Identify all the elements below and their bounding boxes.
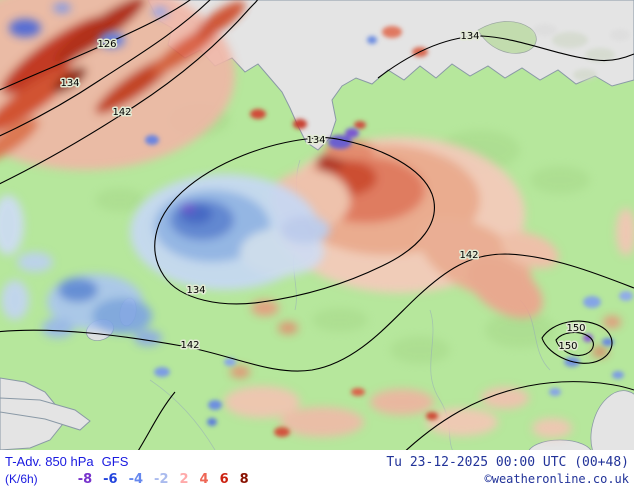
scale-value: -8 [77, 472, 93, 487]
legend-row-bottom: (K/6h) -8 -6 -4 -2 2 4 6 8 ©weatheronline.co.uk [5, 472, 629, 490]
model-name: GFS [101, 454, 129, 469]
scale-value: 4 [199, 472, 209, 487]
copyright: ©weatheronline.co.uk [484, 472, 630, 486]
scale-value: 8 [239, 472, 249, 487]
speckle-texture [533, 24, 630, 81]
contour-line [541, 320, 613, 364]
contour-label: 142 [112, 107, 131, 118]
scale-value: 2 [179, 472, 189, 487]
scale-value: 6 [219, 472, 229, 487]
contour-label: 150 [558, 341, 577, 352]
contour-line [154, 137, 435, 305]
contour-line [0, 0, 191, 91]
sea-region-baltic [0, 377, 91, 450]
contour-label: 134 [306, 135, 325, 146]
contour-label: 134 [186, 285, 205, 296]
map-area: 126 134 142 134 134 134 142 142 150 150 [0, 0, 634, 450]
weather-map: 126 134 142 134 134 134 142 142 150 150 [0, 0, 634, 450]
product-name: T-Adv. 850 hPa [5, 454, 94, 469]
contour-label: 150 [566, 323, 585, 334]
scale-value: -6 [103, 472, 118, 487]
valid-datetime: Tu 23-12-2025 00:00 UTC (00+48) [386, 455, 629, 470]
legend-scale: -8 -6 -4 -2 2 4 6 8 [78, 472, 249, 487]
unit-label: (K/6h) [5, 472, 38, 486]
island [477, 21, 537, 54]
contour-line [0, 0, 211, 137]
legend-bar: T-Adv. 850 hPa GFS Tu 23-12-2025 00:00 UT… [0, 450, 634, 490]
contour-label: 126 [97, 39, 116, 50]
legend-left: (K/6h) -8 -6 -4 -2 2 4 6 8 [5, 472, 249, 488]
warm-advection-overlay [0, 0, 634, 438]
contour-line [405, 381, 634, 450]
product-title: T-Adv. 850 hPa GFS [5, 453, 128, 471]
contour-labels: 126 134 142 134 134 134 142 142 150 150 [59, 30, 587, 354]
cold-advection-specks [145, 36, 633, 426]
legend-row-top: T-Adv. 850 hPa GFS Tu 23-12-2025 00:00 UT… [5, 453, 629, 471]
sea-region-south [528, 390, 634, 450]
contour-label: 142 [180, 340, 199, 351]
contour-line [0, 253, 634, 372]
contour-label: 142 [459, 250, 478, 261]
contour-line [555, 331, 594, 356]
scale-value: -2 [154, 472, 169, 487]
contour-lines [0, 0, 634, 450]
contour-line [138, 391, 176, 450]
contour-line [0, 0, 259, 185]
cold-advection-overlay [0, 3, 330, 346]
contour-line [377, 35, 634, 79]
contour-label: 134 [460, 31, 479, 42]
scale-value: -4 [128, 472, 144, 487]
contour-label: 134 [60, 78, 79, 89]
